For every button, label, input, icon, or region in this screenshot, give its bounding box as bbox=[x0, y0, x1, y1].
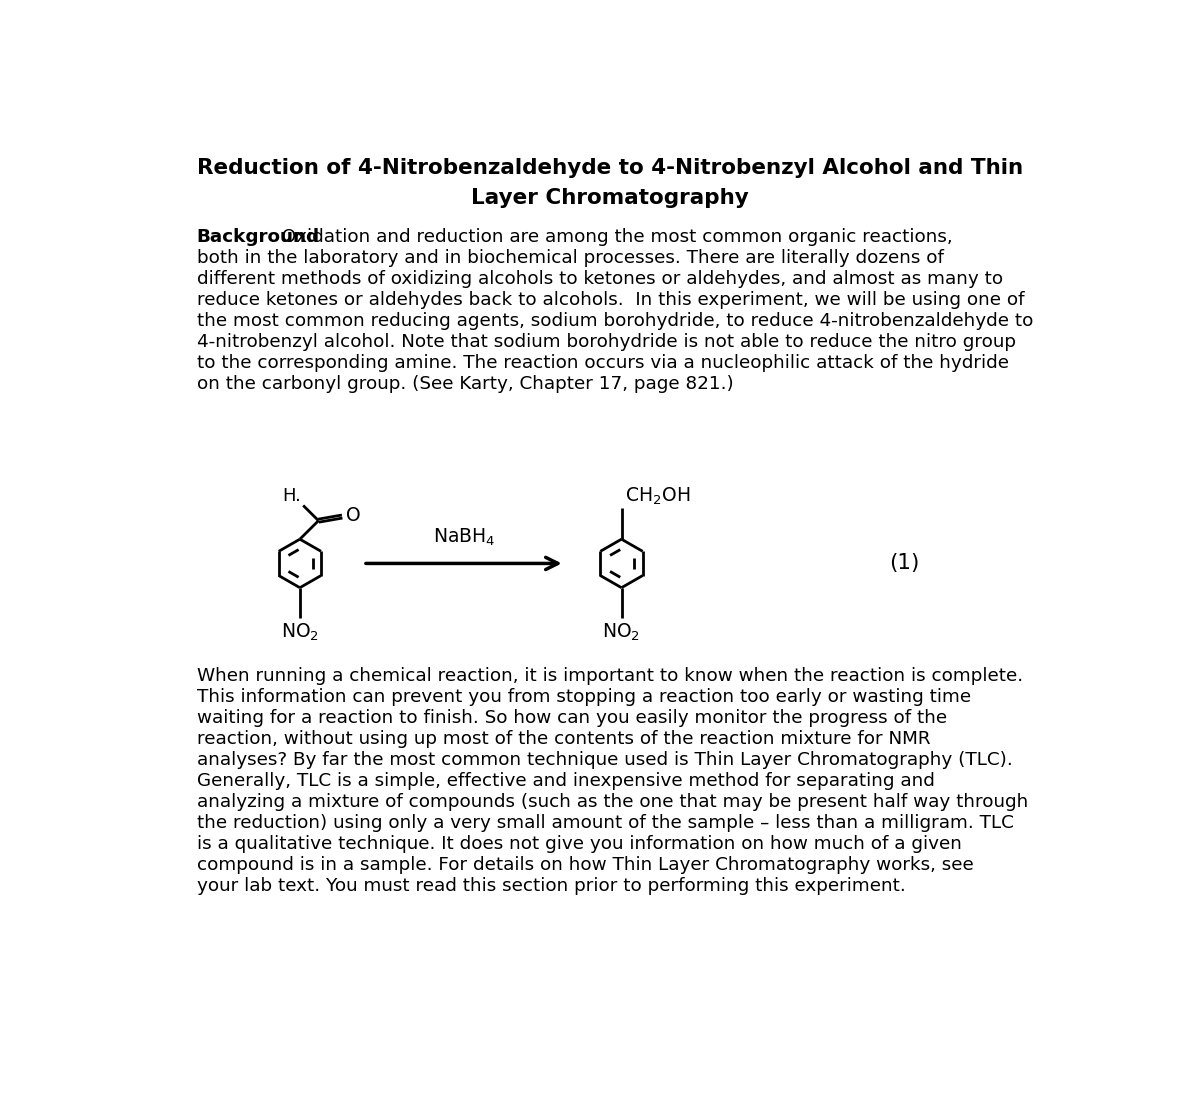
Text: H.: H. bbox=[283, 487, 301, 505]
Text: Reduction of 4-Nitrobenzaldehyde to 4-Nitrobenzyl Alcohol and Thin: Reduction of 4-Nitrobenzaldehyde to 4-Ni… bbox=[196, 159, 1023, 179]
Text: is a qualitative technique. It does not give you information on how much of a gi: is a qualitative technique. It does not … bbox=[196, 835, 962, 853]
Text: on the carbonyl group. (See Karty, Chapter 17, page 821.): on the carbonyl group. (See Karty, Chapt… bbox=[196, 375, 733, 393]
Text: the reduction) using only a very small amount of the sample – less than a millig: the reduction) using only a very small a… bbox=[196, 813, 1014, 832]
Text: 4-nitrobenzyl alcohol. Note that sodium borohydride is not able to reduce the ni: 4-nitrobenzyl alcohol. Note that sodium … bbox=[196, 333, 1016, 350]
Text: When running a chemical reaction, it is important to know when the reaction is c: When running a chemical reaction, it is … bbox=[196, 667, 1023, 684]
Text: . Oxidation and reduction are among the most common organic reactions,: . Oxidation and reduction are among the … bbox=[270, 228, 952, 246]
Text: reaction, without using up most of the contents of the reaction mixture for NMR: reaction, without using up most of the c… bbox=[196, 730, 931, 747]
Text: Background: Background bbox=[196, 228, 320, 246]
Text: O: O bbox=[346, 506, 361, 526]
Text: your lab text. You must read this section prior to performing this experiment.: your lab text. You must read this sectio… bbox=[196, 877, 906, 895]
Text: This information can prevent you from stopping a reaction too early or wasting t: This information can prevent you from st… bbox=[196, 688, 971, 705]
Text: both in the laboratory and in biochemical processes. There are literally dozens : both in the laboratory and in biochemica… bbox=[196, 249, 944, 267]
Text: analyzing a mixture of compounds (such as the one that may be present half way t: analyzing a mixture of compounds (such a… bbox=[196, 792, 1028, 811]
Text: compound is in a sample. For details on how Thin Layer Chromatography works, see: compound is in a sample. For details on … bbox=[196, 856, 973, 874]
Text: to the corresponding amine. The reaction occurs via a nucleophilic attack of the: to the corresponding amine. The reaction… bbox=[196, 354, 1009, 371]
Text: Generally, TLC is a simple, effective and inexpensive method for separating and: Generally, TLC is a simple, effective an… bbox=[196, 771, 934, 790]
Text: (1): (1) bbox=[889, 553, 920, 573]
Text: the most common reducing agents, sodium borohydride, to reduce 4-nitrobenzaldehy: the most common reducing agents, sodium … bbox=[196, 312, 1033, 329]
Text: NaBH$_4$: NaBH$_4$ bbox=[433, 527, 495, 548]
Text: CH$_2$OH: CH$_2$OH bbox=[626, 486, 690, 507]
Text: analyses? By far the most common technique used is Thin Layer Chromatography (TL: analyses? By far the most common techniq… bbox=[196, 750, 1013, 769]
Text: different methods of oxidizing alcohols to ketones or aldehydes, and almost as m: different methods of oxidizing alcohols … bbox=[196, 270, 1003, 288]
Text: reduce ketones or aldehydes back to alcohols.  In this experiment, we will be us: reduce ketones or aldehydes back to alco… bbox=[196, 291, 1025, 309]
Text: waiting for a reaction to finish. So how can you easily monitor the progress of : waiting for a reaction to finish. So how… bbox=[196, 709, 947, 726]
Text: NO$_2$: NO$_2$ bbox=[602, 622, 640, 642]
Text: NO$_2$: NO$_2$ bbox=[281, 622, 319, 642]
Text: Layer Chromatography: Layer Chromatography bbox=[471, 187, 749, 207]
